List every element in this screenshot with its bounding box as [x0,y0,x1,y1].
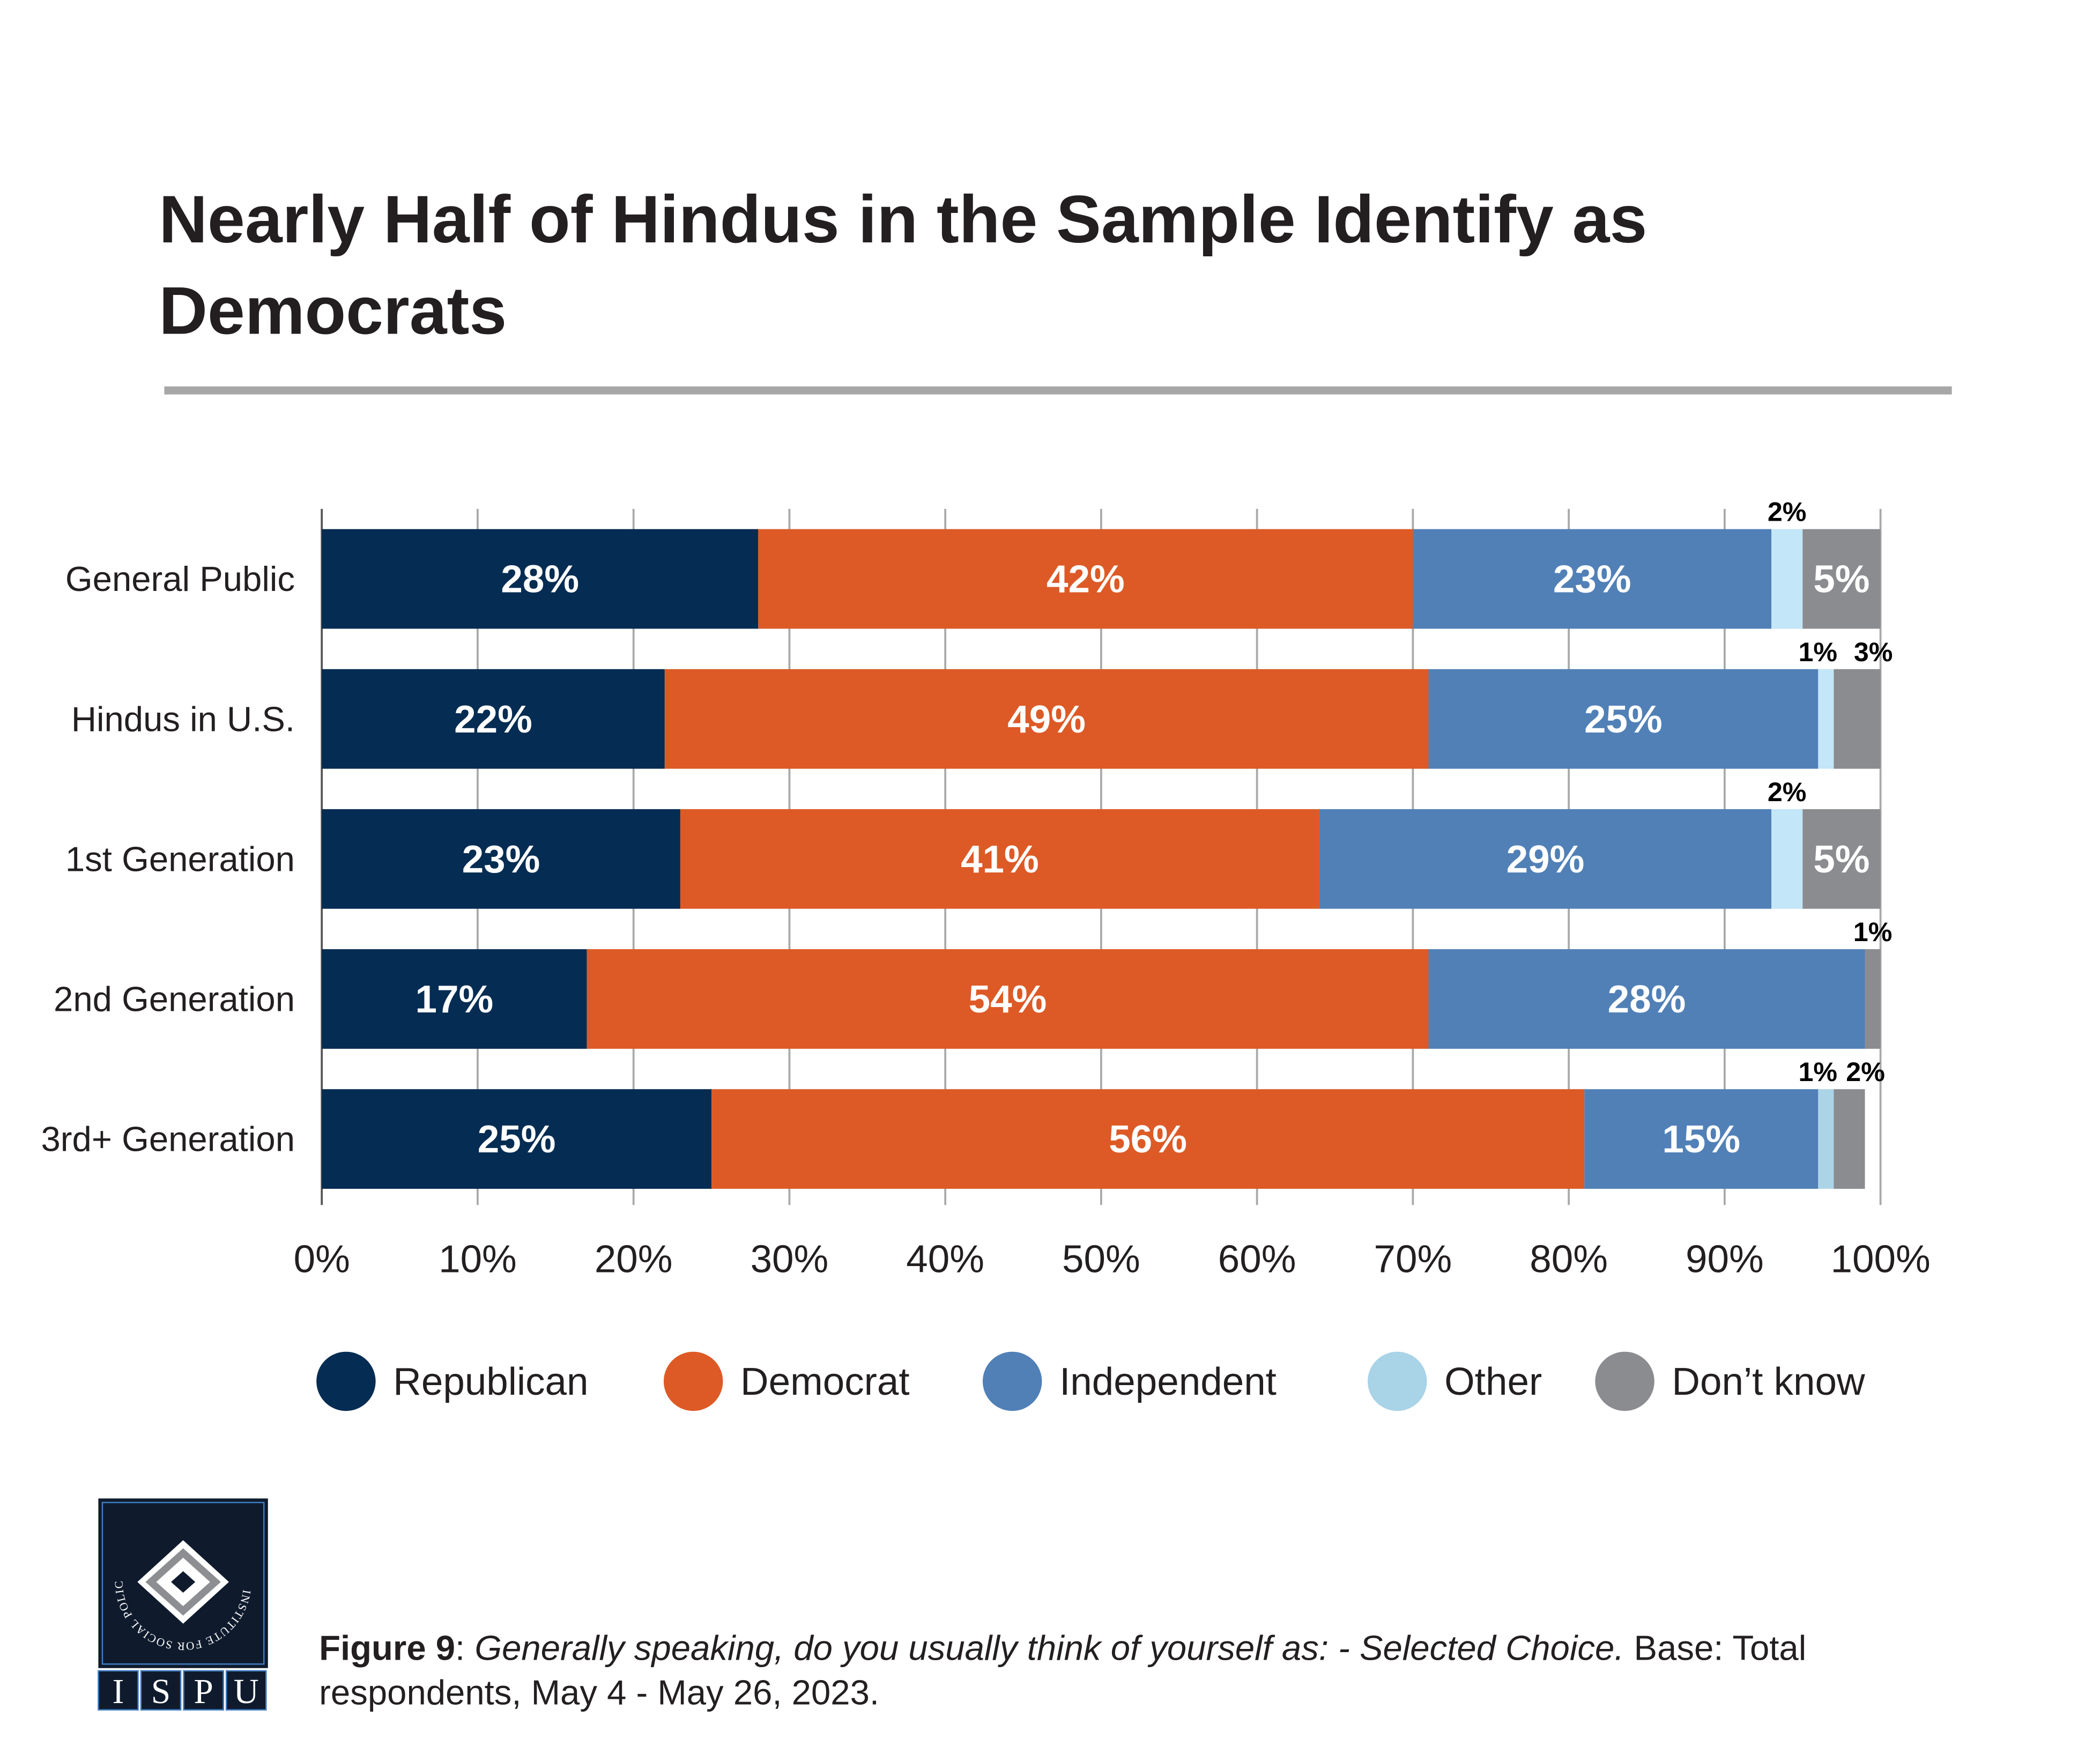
legend-label: Democrat [740,1360,910,1403]
data-label: 28% [1608,978,1686,1021]
legend-item: Don’t know [1595,1351,1865,1411]
legend-item: Republican [316,1351,589,1411]
bar-republican [322,809,680,909]
bar-other [1818,669,1834,769]
figure-base: Base: Total [1624,1629,1806,1668]
bar-democrat [587,949,1429,1049]
legend-item: Independent [982,1351,1277,1411]
data-label: 22% [454,698,532,741]
logo-letter-box [183,1670,224,1711]
x-tick-label: 20% [595,1238,673,1281]
bar-democrat [664,669,1429,769]
x-tick-label: 0% [294,1238,350,1281]
data-label: 3% [1854,637,1893,667]
data-label: 15% [1662,1118,1740,1161]
x-tick-label: 50% [1062,1238,1140,1281]
data-label: 2% [1768,777,1807,807]
bar-republican [322,529,759,629]
bar-independent [1428,949,1865,1049]
bar-republican [322,669,665,769]
legend-label: Don’t know [1672,1360,1865,1403]
logo-letter: I [113,1673,124,1711]
bar-republican [322,1089,712,1189]
category-label: 2nd Generation [54,980,295,1019]
bar-independent [1584,1089,1819,1189]
category-label: Hindus in U.S. [71,699,295,738]
bar-don-t-know [1834,1089,1865,1189]
data-label: 23% [462,838,540,881]
data-label: 42% [1047,558,1125,601]
legend-swatch [1368,1351,1427,1411]
data-label: 25% [478,1118,556,1161]
bar-independent [1319,809,1772,909]
x-tick-label: 40% [906,1238,984,1281]
category-label: 1st Generation [65,839,295,878]
legend-swatch [663,1351,723,1411]
figure-question: Generally speaking, do you usually think… [474,1629,1624,1668]
legend-swatch [316,1351,376,1411]
data-label: 1% [1853,917,1893,947]
chart-title-line-2: Democrats [159,273,507,349]
data-label: 2% [1768,497,1807,527]
bar-democrat [680,809,1319,909]
figure-caption-line-1: Figure 9: Generally speaking, do you usu… [319,1629,1806,1668]
logo-letter: P [194,1673,213,1711]
x-tick-label: 80% [1530,1238,1608,1281]
data-label: 49% [1007,698,1086,741]
data-label: 23% [1553,558,1631,601]
bar-don-t-know [1802,809,1881,909]
figure-label: Figure 9 [319,1629,455,1668]
bar-other [1771,809,1803,909]
data-label: 25% [1584,698,1663,741]
legend-item: Other [1368,1351,1542,1411]
legend-item: Democrat [663,1351,910,1411]
x-tick-label: 100% [1831,1238,1931,1281]
figure-caption-line-2: respondents, May 4 - May 26, 2023. [319,1673,879,1712]
x-tick-label: 90% [1686,1238,1764,1281]
bar-other [1771,529,1803,629]
category-label: 3rd+ Generation [41,1120,295,1159]
x-tick-label: 30% [751,1238,829,1281]
data-label: 29% [1507,838,1585,881]
legend-swatch [1595,1351,1654,1411]
x-tick-label: 10% [439,1238,517,1281]
bar-don-t-know [1834,669,1881,769]
data-label: 1% [1798,1057,1837,1087]
bar-independent [1413,529,1772,629]
chart-title-line-1: Nearly Half of Hindus in the Sample Iden… [159,181,1647,257]
data-label: 54% [969,978,1047,1021]
legend-swatch [982,1351,1042,1411]
data-label: 28% [501,558,579,601]
data-label: 5% [1813,558,1869,601]
bar-independent [1428,669,1819,769]
bar-democrat [711,1089,1585,1189]
data-label: 1% [1798,637,1837,667]
data-label: 5% [1813,838,1869,881]
logo-letter-box [225,1670,267,1711]
bar-don-t-know [1802,529,1881,629]
legend-label: Independent [1059,1360,1277,1403]
logo-letter: U [234,1673,259,1711]
logo-letter-box [98,1670,139,1711]
x-tick-label: 70% [1374,1238,1452,1281]
legend-label: Republican [393,1360,588,1403]
title-divider [164,386,1952,395]
data-label: 17% [415,978,493,1021]
data-label: 56% [1109,1118,1187,1161]
logo-letter: S [151,1673,170,1711]
bar-don-t-know [1865,949,1881,1049]
x-tick-label: 60% [1218,1238,1296,1281]
legend-label: Other [1444,1360,1542,1403]
bar-other [1818,1089,1834,1189]
data-label: 41% [961,838,1039,881]
logo-letter-box [140,1670,182,1711]
bar-republican [322,949,587,1049]
bar-democrat [758,529,1413,629]
data-label: 2% [1846,1057,1885,1087]
category-label: General Public [65,559,295,598]
